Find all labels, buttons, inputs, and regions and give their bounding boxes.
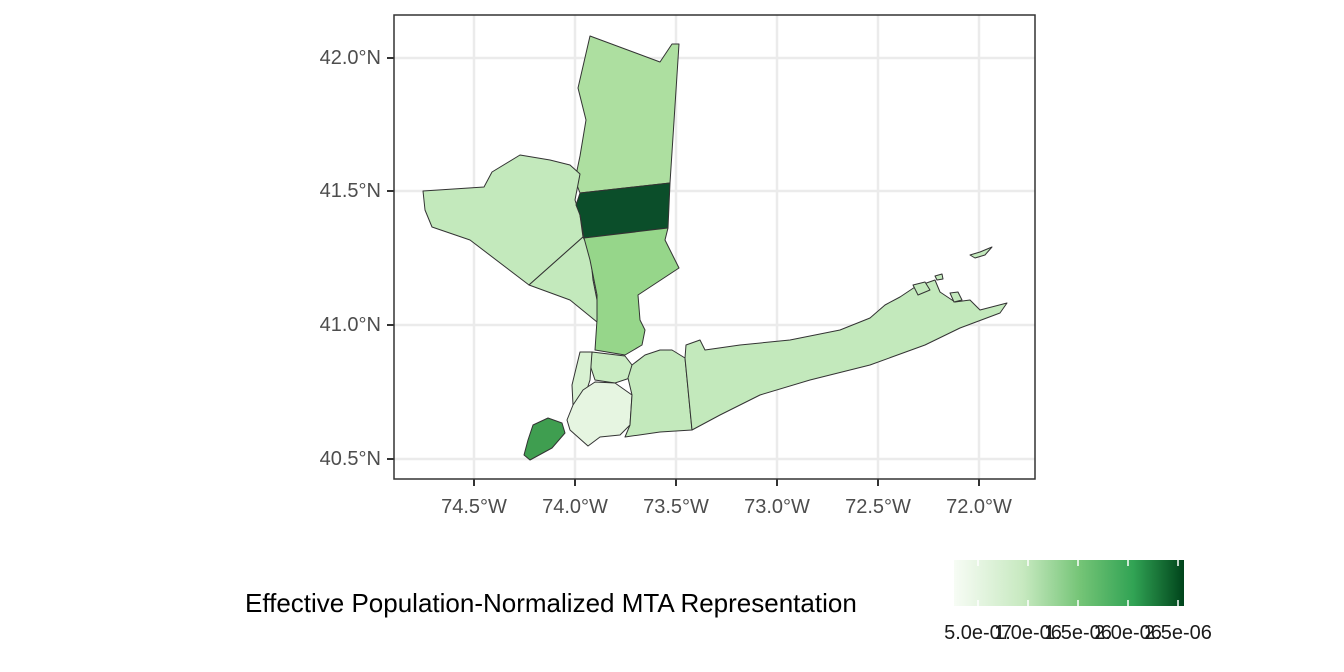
legend-title: Effective Population-Normalized MTA Repr… — [245, 588, 857, 618]
axis-ticks — [387, 57, 980, 486]
county-nassau[interactable] — [624, 349, 693, 438]
county-westchester[interactable] — [583, 227, 680, 356]
y-tick-label: 41.5°N — [320, 180, 381, 202]
county-dutchess[interactable] — [574, 35, 680, 194]
county-orange[interactable] — [422, 154, 584, 286]
x-tick-label: 72.5°W — [845, 496, 911, 518]
county-queens-kings[interactable] — [566, 381, 633, 447]
county-bronx[interactable] — [589, 351, 633, 384]
county-suffolk[interactable] — [684, 279, 1008, 431]
counties — [422, 35, 1008, 461]
x-tick-label: 72.0°W — [946, 496, 1012, 518]
panel-border — [393, 14, 1036, 480]
x-tick-label: 73.0°W — [744, 496, 810, 518]
island-north-fork-a[interactable] — [912, 281, 931, 296]
y-tick-label: 40.5°N — [320, 448, 381, 470]
legend-label: 2.0e-06 — [1094, 622, 1162, 644]
x-axis-labels: 74.5°W 74.0°W 73.5°W 73.0°W 72.5°W 72.0°… — [441, 496, 1012, 518]
island-fishers[interactable] — [969, 246, 993, 259]
y-tick-label: 42.0°N — [320, 47, 381, 69]
y-tick-label: 41.0°N — [320, 314, 381, 336]
county-richmond[interactable] — [523, 417, 566, 461]
legend-label: 1.5e-06 — [1044, 622, 1112, 644]
island-north-fork-b[interactable] — [949, 291, 963, 303]
legend-label: 2.5e-06 — [1144, 622, 1212, 644]
legend-ticks — [977, 560, 1179, 606]
legend-label: 5.0e-07 — [944, 622, 1012, 644]
legend-label: 1.0e-06 — [994, 622, 1062, 644]
x-tick-label: 74.0°W — [542, 496, 608, 518]
legend: Effective Population-Normalized MTA Repr… — [245, 560, 1212, 644]
legend-colorbar — [954, 560, 1184, 606]
x-tick-label: 74.5°W — [441, 496, 507, 518]
island-gardiners[interactable] — [934, 273, 944, 281]
y-axis-labels: 40.5°N 41.0°N 41.5°N 42.0°N — [320, 47, 381, 470]
x-tick-label: 73.5°W — [643, 496, 709, 518]
